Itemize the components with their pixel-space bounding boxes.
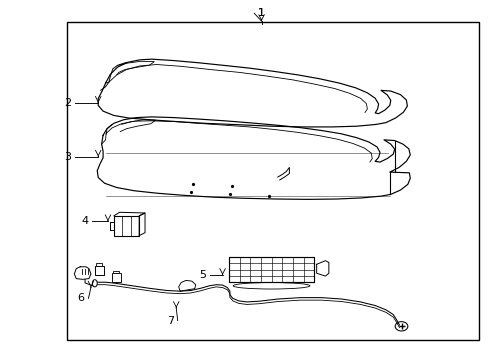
Ellipse shape bbox=[92, 280, 97, 287]
Text: 3: 3 bbox=[64, 152, 71, 162]
Text: 6: 6 bbox=[78, 293, 84, 303]
Bar bbox=[112, 273, 121, 282]
Text: 1: 1 bbox=[258, 8, 264, 18]
FancyBboxPatch shape bbox=[114, 216, 139, 235]
Bar bbox=[66, 22, 478, 339]
Bar bbox=[96, 263, 102, 266]
Text: 1: 1 bbox=[258, 8, 264, 18]
Text: 7: 7 bbox=[166, 316, 174, 325]
Text: 5: 5 bbox=[199, 270, 206, 280]
Bar bbox=[113, 271, 119, 273]
Text: 4: 4 bbox=[81, 216, 88, 226]
Bar bbox=[228, 257, 314, 282]
Text: 2: 2 bbox=[64, 98, 71, 108]
Bar bbox=[95, 266, 103, 275]
